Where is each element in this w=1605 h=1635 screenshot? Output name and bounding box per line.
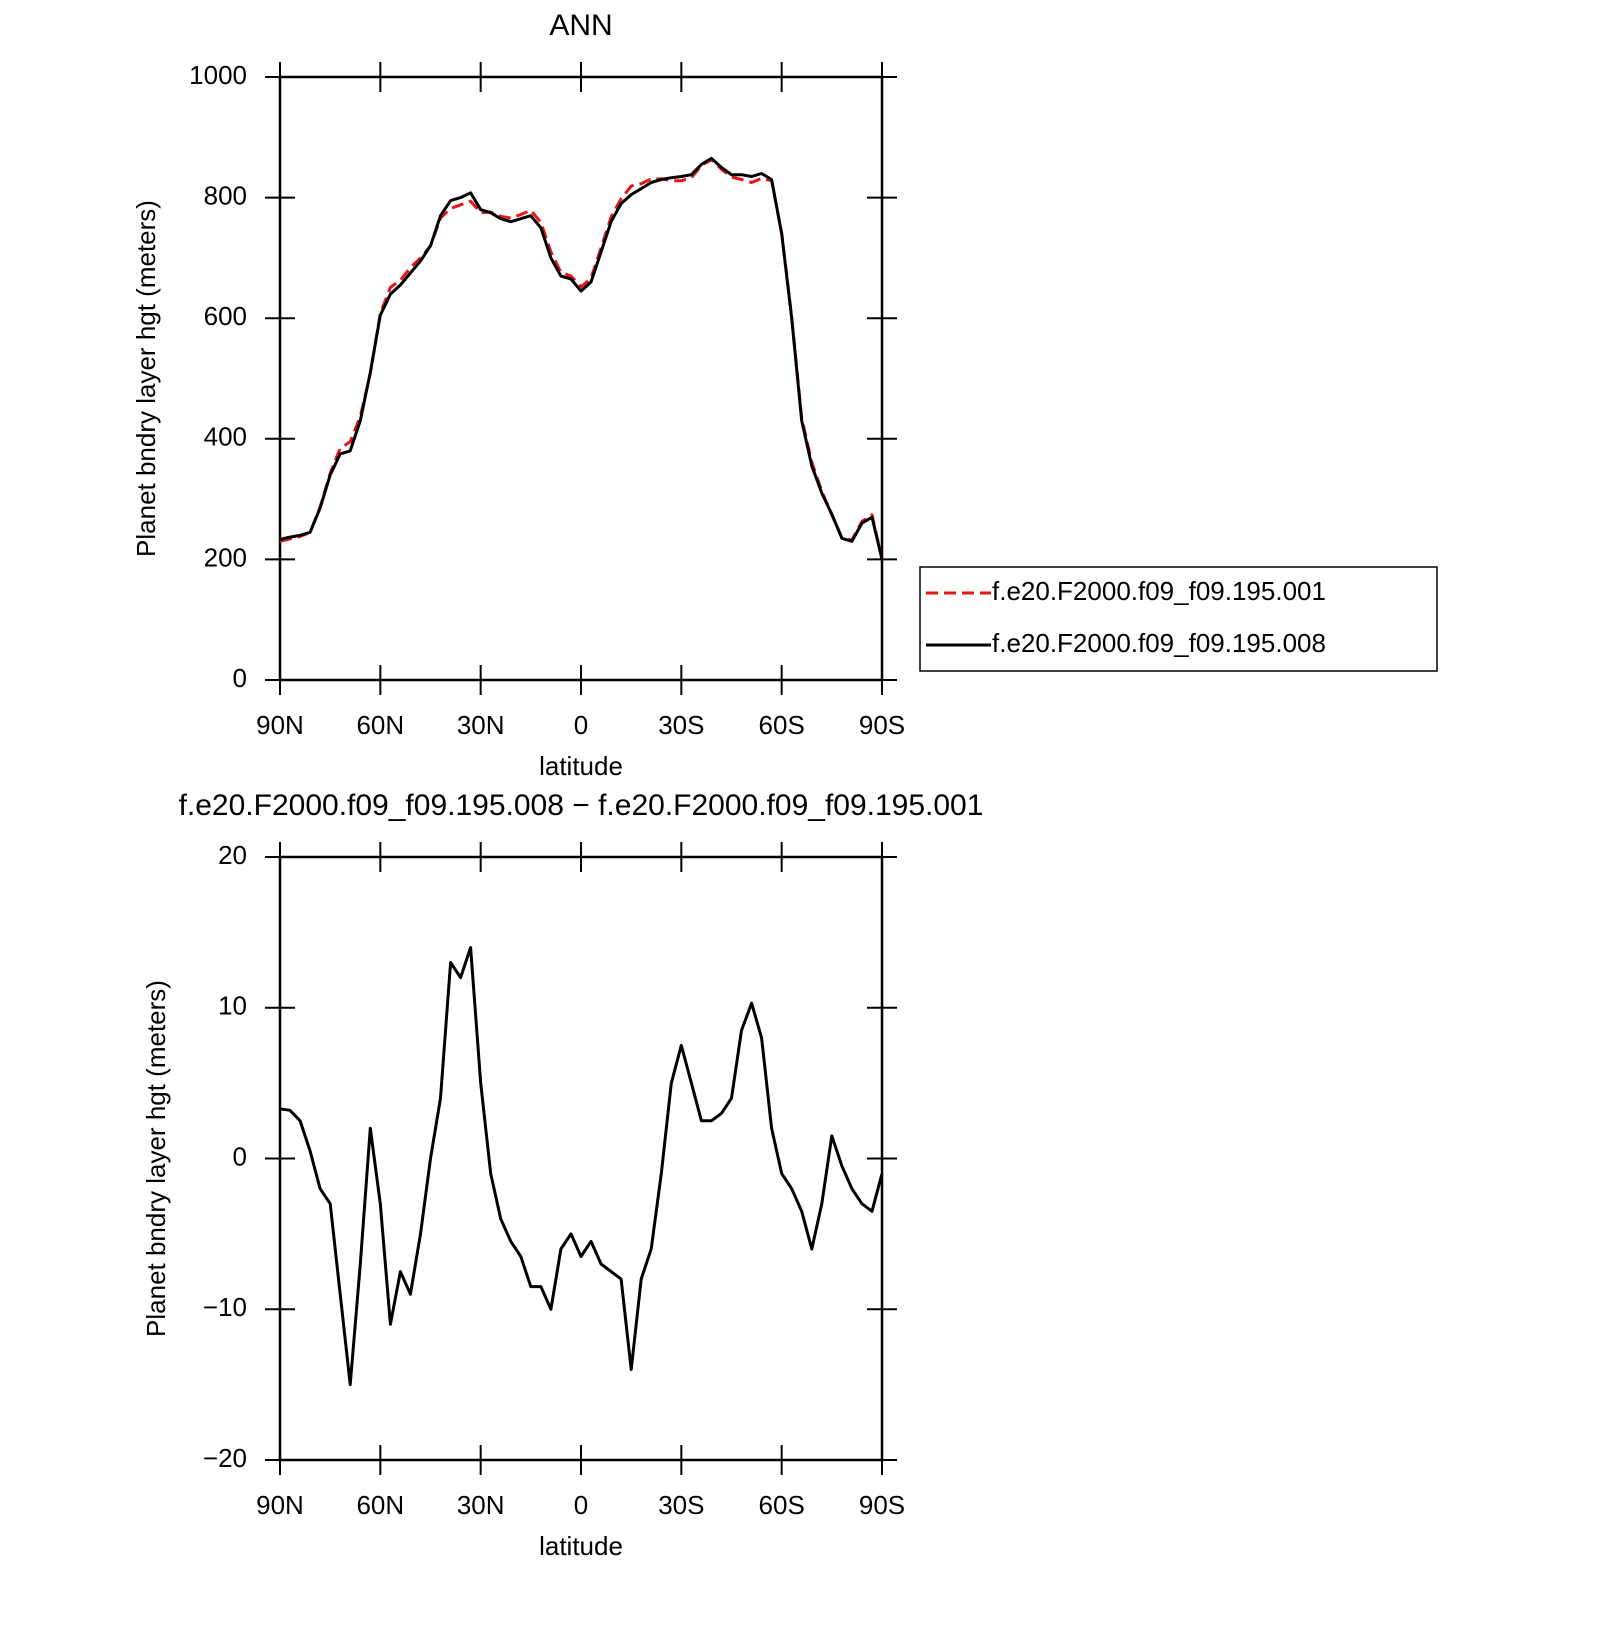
y-tick-label: 0 [233, 663, 247, 693]
y-tick-label: 400 [204, 422, 247, 452]
x-tick-label: 30N [457, 710, 505, 740]
chart-title: f.e20.F2000.f09_f09.195.008 − f.e20.F200… [179, 789, 984, 822]
x-tick-label: 0 [574, 710, 588, 740]
x-tick-label: 60N [356, 710, 404, 740]
legend-label: f.e20.F2000.f09_f09.195.001 [992, 576, 1326, 606]
x-tick-label: 60N [356, 1490, 404, 1520]
y-tick-label: 200 [204, 542, 247, 572]
y-tick-label: 800 [204, 180, 247, 210]
legend-box [919, 566, 1438, 672]
y-tick-label: −10 [203, 1292, 247, 1322]
series-line [279, 156, 884, 560]
series-line [279, 158, 884, 560]
x-tick-label: 30N [457, 1490, 505, 1520]
x-tick-label: 90S [859, 1490, 905, 1520]
y-axis-label: Planet bndry layer hgt (meters) [131, 200, 161, 557]
x-tick-label: 90N [256, 1490, 304, 1520]
y-tick-label: 20 [218, 840, 247, 870]
y-tick-label: 600 [204, 301, 247, 331]
x-tick-label: 0 [574, 1490, 588, 1520]
y-tick-label: −20 [203, 1443, 247, 1473]
y-tick-label: 0 [233, 1141, 247, 1171]
y-axis-label: Planet bndry layer hgt (meters) [141, 980, 171, 1337]
x-tick-label: 60S [759, 710, 805, 740]
plot-frame [278, 855, 884, 1462]
x-tick-label: 90S [859, 710, 905, 740]
x-tick-label: 60S [759, 1490, 805, 1520]
x-tick-label: 30S [658, 710, 704, 740]
series-line [279, 946, 884, 1387]
legend-label: f.e20.F2000.f09_f09.195.008 [992, 628, 1326, 658]
x-tick-label: 30S [658, 1490, 704, 1520]
plot-frame [278, 75, 884, 682]
y-tick-label: 10 [218, 991, 247, 1021]
x-axis-label: latitude [539, 1531, 623, 1561]
chart-title: ANN [549, 9, 612, 42]
x-tick-label: 90N [256, 710, 304, 740]
x-axis-label: latitude [539, 751, 623, 781]
y-tick-label: 1000 [189, 60, 247, 90]
